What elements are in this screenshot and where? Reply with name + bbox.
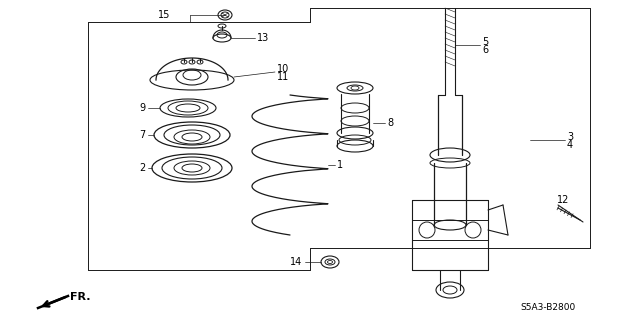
Text: 13: 13 xyxy=(257,33,269,43)
Text: 4: 4 xyxy=(567,140,573,150)
Text: 8: 8 xyxy=(387,118,393,128)
Text: 15: 15 xyxy=(157,10,170,20)
Text: 2: 2 xyxy=(139,163,145,173)
Text: 5: 5 xyxy=(482,37,488,47)
Text: 1: 1 xyxy=(337,160,343,170)
Text: 6: 6 xyxy=(482,45,488,55)
Text: 9: 9 xyxy=(139,103,145,113)
Text: 11: 11 xyxy=(277,72,289,82)
Text: 7: 7 xyxy=(139,130,145,140)
Text: FR.: FR. xyxy=(70,292,90,302)
Text: 12: 12 xyxy=(557,195,570,205)
Text: 14: 14 xyxy=(290,257,302,267)
Text: 3: 3 xyxy=(567,132,573,142)
Text: 10: 10 xyxy=(277,64,289,74)
Text: S5A3-B2800: S5A3-B2800 xyxy=(520,303,575,313)
